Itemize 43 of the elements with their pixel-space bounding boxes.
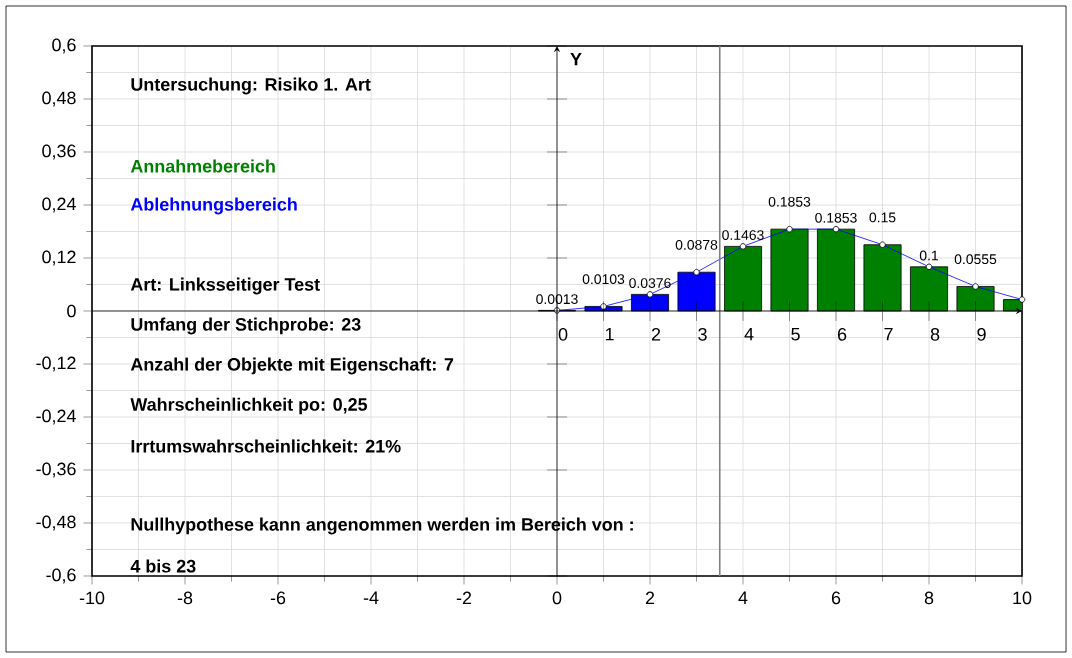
annotation: Umfang der Stichprobe: 23 [131,317,361,335]
annotation: Irrtumswahrscheinlichkeit: 21% [131,439,401,453]
y-tick-label: 0,24 [42,197,76,213]
y-tick-label: 0,12 [42,250,76,266]
x-tick-label: 6 [831,591,841,605]
annotation: 4 bis 23 [130,559,196,573]
y-axis-title: Y [570,53,582,66]
x-tick-label: 4 [738,591,748,604]
text: Annahmebereich [130,159,275,173]
y-tick-label: 0 [67,304,76,318]
annotation: Anzahl der Objekte mit Eigenschaft: 7 [130,357,454,375]
annotation: Wahrscheinlichkeit po: 0,25 [130,397,368,415]
x-tick-label: -6 [270,591,286,605]
y-tick-label: -0,12 [36,356,76,372]
x-tick-label: -4 [363,591,379,604]
x2-tick-label: 0 [558,327,568,341]
x2-tick-label: 6 [837,327,847,341]
x2-tick-label: 2 [651,327,661,341]
x2-tick-label: 3 [698,327,707,341]
y-tick-label: 0,36 [42,144,76,160]
x2-tick-label: 8 [930,327,940,341]
x2-tick-label: 4 [744,327,754,341]
x-tick-label: 0 [552,591,562,605]
x2-tick-label: 5 [791,327,800,341]
x-tick-label: 8 [924,591,934,605]
x-tick-label: -10 [79,591,105,605]
y-tick-label: -0,6 [46,568,76,584]
y-tick-label: 0,48 [42,91,76,107]
annotation: Art: Linksseitiger Test [130,277,320,295]
y-tick-label: -0,36 [36,462,76,478]
x2-tick-label: 1 [605,327,614,341]
x-tick-label: -8 [177,591,193,605]
annotation: Untersuchung: Risiko 1. Art [131,77,371,95]
y-tick-label: 0,6 [52,38,76,54]
x-tick-label: 2 [645,591,655,605]
x-tick-label: 10 [1013,591,1032,605]
x2-tick-label: 9 [977,327,986,341]
y-tick-label: -0,48 [36,515,76,531]
text: Ablehnungsbereich [130,197,297,215]
y-tick-label: -0,24 [36,409,76,425]
annotation: Nullhypothese kann angenommen werden im Bereich von : [131,517,633,535]
x-tick-label: -2 [456,591,472,605]
x2-tick-label: 7 [884,327,893,341]
